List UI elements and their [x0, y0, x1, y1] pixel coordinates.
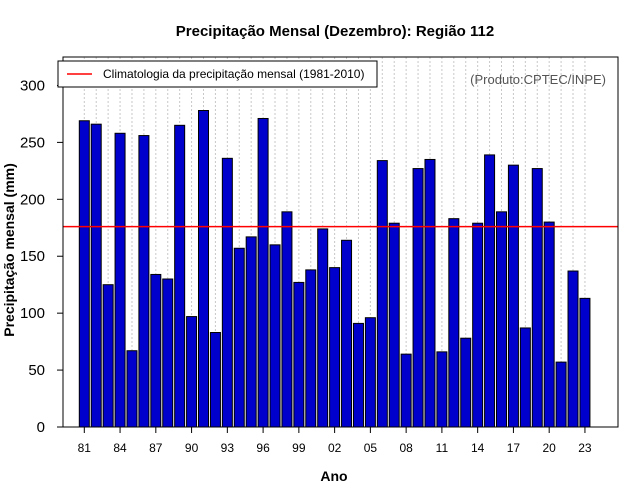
legend-box [57, 60, 378, 88]
x-axis: 81 84 87 90 93 96 99 02 05 08 11 14 17 20 23 [78, 427, 592, 455]
x-tick-label: 93 [221, 441, 235, 455]
bar-2013 [460, 337, 472, 428]
y-tick-label: 150 [20, 248, 45, 265]
bar-2020 [543, 221, 555, 428]
bar-1997 [269, 244, 281, 428]
bar-1982 [90, 123, 102, 428]
x-tick-label: 08 [399, 441, 413, 455]
legend: Climatologia da precipitação mensal (198… [57, 60, 378, 88]
bar-2002 [329, 267, 341, 428]
bar-1991 [198, 110, 209, 428]
bar-1990 [186, 316, 198, 428]
x-tick-label: 02 [328, 441, 342, 455]
bar-2007 [388, 222, 400, 428]
bar-1989 [174, 124, 186, 428]
bar-1985 [126, 350, 138, 428]
y-tick-label: 0 [37, 419, 45, 436]
bar-1981 [78, 120, 90, 428]
bar-1995 [245, 236, 257, 428]
credit-text: (Produto:CPTEC/INPE) [470, 72, 606, 87]
bars [78, 110, 591, 428]
bar-2014 [472, 222, 484, 428]
bar-1992 [209, 332, 221, 428]
bar-2017 [507, 164, 519, 428]
bar-2000 [305, 269, 317, 428]
bar-2009 [412, 168, 424, 428]
y-tick-label: 300 [20, 77, 45, 94]
bar-2016 [496, 211, 507, 428]
y-tick-label: 200 [20, 191, 45, 208]
bar-2003 [341, 239, 353, 428]
bar-1993 [221, 157, 233, 428]
x-tick-label: 14 [471, 441, 485, 455]
chart-title: Precipitação Mensal (Dezembro): Região 1… [176, 23, 494, 40]
bar-2023 [579, 297, 591, 428]
y-axis: 0 50 100 150 200 250 300 [20, 77, 63, 436]
bar-2022 [567, 270, 579, 428]
bar-1994 [233, 247, 245, 428]
bar-2012 [448, 218, 460, 428]
bar-2005 [364, 317, 376, 428]
bar-2015 [484, 154, 496, 428]
x-tick-label: 90 [185, 441, 199, 455]
x-tick-label: 87 [149, 441, 163, 455]
bar-1987 [150, 273, 162, 428]
x-tick-label: 99 [292, 441, 306, 455]
x-tick-label: 23 [578, 441, 592, 455]
bar-1998 [281, 211, 293, 428]
bar-2001 [317, 228, 329, 428]
y-tick-label: 250 [20, 134, 45, 151]
bar-1983 [102, 284, 114, 428]
bar-1988 [162, 278, 174, 428]
bar-2018 [519, 327, 531, 428]
legend-label: Climatologia da precipitação mensal (198… [103, 67, 364, 81]
bar-2019 [531, 168, 543, 428]
bar-2011 [436, 351, 448, 428]
bar-1986 [138, 135, 150, 428]
x-tick-label: 96 [256, 441, 270, 455]
bar-1999 [293, 281, 305, 428]
x-tick-label: 84 [113, 441, 127, 455]
x-tick-label: 11 [436, 441, 449, 455]
y-tick-label: 100 [20, 305, 45, 322]
bar-2006 [376, 160, 388, 428]
bar-2008 [400, 353, 412, 428]
x-axis-label: Ano [320, 468, 347, 484]
x-tick-label: 81 [78, 441, 92, 455]
bar-2004 [352, 322, 364, 428]
bar-1984 [114, 132, 126, 428]
x-tick-label: 17 [507, 441, 521, 455]
bar-2021 [555, 361, 567, 428]
y-axis-label: Precipitação mensal (mm) [1, 163, 17, 337]
bar-2010 [424, 158, 436, 428]
x-tick-label: 05 [364, 441, 378, 455]
x-tick-label: 20 [543, 441, 557, 455]
plot-frame [62, 56, 619, 428]
y-tick-label: 50 [28, 362, 45, 379]
bar-1996 [257, 117, 269, 428]
